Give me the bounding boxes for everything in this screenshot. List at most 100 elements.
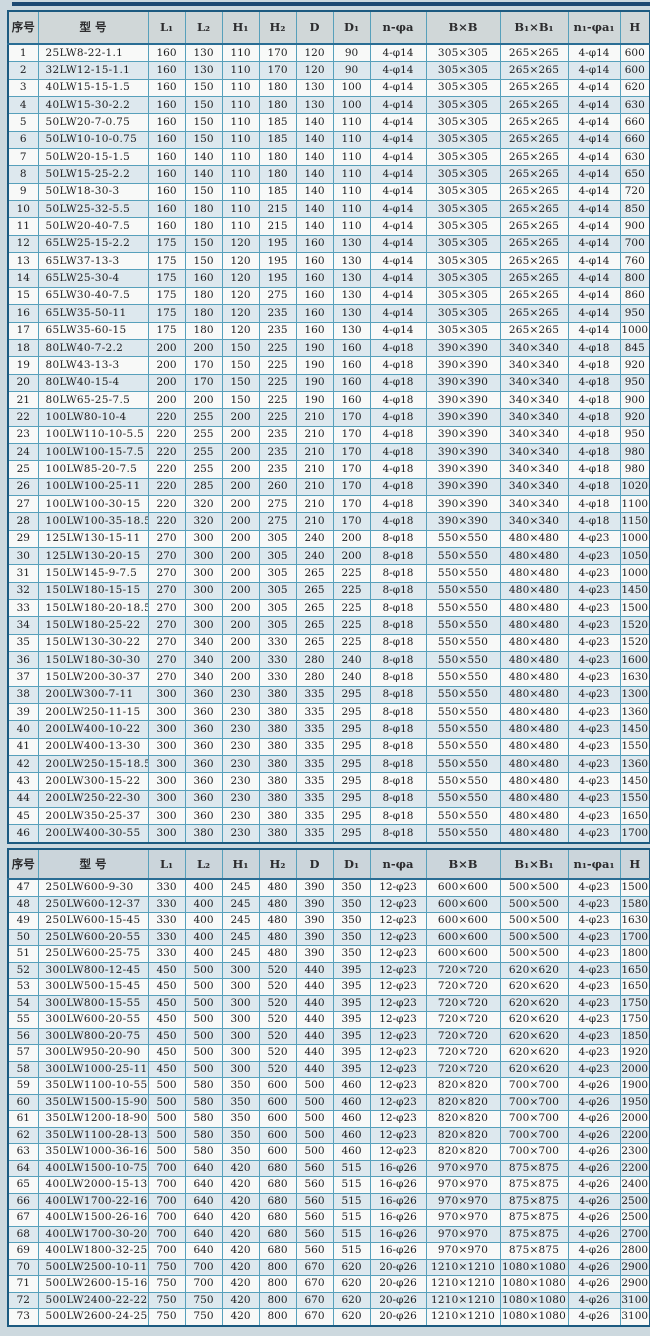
value-cell: 4-φ14 [369,234,427,254]
value-cell: 235 [258,442,297,462]
value-cell: 100 [332,96,371,115]
value-cell: 380 [184,824,223,844]
value-cell: 160 [332,356,371,375]
value-cell: 600 [258,1143,297,1161]
row-number-cell: 46 [7,824,39,844]
value-cell: 265×265 [499,130,569,150]
value-cell: 420 [221,1209,260,1227]
value-cell: 200 [221,564,260,583]
value-cell: 305 [258,546,297,566]
value-cell: 16-φ26 [369,1225,427,1243]
value-cell: 4-φ14 [369,182,427,202]
value-cell: 195 [258,252,297,271]
value-cell: 110 [221,43,260,63]
value-cell: 160 [184,269,223,288]
table-row: 50 250LW600-20-55 330 400 245 480 390 350 12-φ23… [7,928,650,946]
model-cell: 350LW1000-36-160 [37,1143,149,1161]
value-cell: 110 [332,113,371,132]
table-row: 9 50LW18-30-3 160 150 110 185 140 110 4-φ14 305×3… [7,182,650,202]
value-cell: 4-φ18 [369,477,427,496]
value-cell: 420 [221,1291,260,1309]
value-cell: 2700 [619,1225,650,1243]
value-cell: 225 [332,633,371,653]
value-cell: 1210×1210 [425,1275,501,1293]
value-cell: 190 [295,390,334,410]
value-cell: 335 [295,737,334,757]
value-cell: 390×390 [425,477,501,496]
table-row: 46 200LW400-30-55 300 380 230 380 335 295 8-φ18 5… [7,824,650,844]
value-cell: 620×620 [499,994,569,1012]
value-cell: 2500 [619,1192,650,1210]
value-cell: 220 [147,494,186,514]
row-number-cell: 49 [7,912,39,930]
value-cell: 265 [295,616,334,635]
row-number-cell: 3 [7,78,39,98]
value-cell: 160 [295,321,334,340]
value-cell: 225 [258,356,297,375]
value-cell: 1920 [619,1044,650,1062]
row-number-cell: 73 [7,1308,39,1326]
value-cell: 620 [332,1308,371,1326]
value-cell: 820×820 [425,1143,501,1161]
model-cell: 65LW35-60-15 [37,321,149,340]
value-cell: 110 [332,130,371,150]
value-cell: 150 [184,182,223,202]
model-cell: 100LW100-35-18.5 [37,512,149,531]
value-cell: 340×340 [499,425,569,444]
value-cell: 300 [147,720,186,739]
value-cell: 245 [221,895,260,913]
value-cell: 750 [147,1275,186,1293]
table-row: 3 40LW15-15-1.5 160 150 110 180 130 100 4-φ14 305… [7,78,650,98]
value-cell: 12-φ23 [369,1126,427,1144]
value-cell: 330 [258,633,297,653]
value-cell: 580 [184,1110,223,1128]
value-cell: 170 [332,408,371,427]
table-row: 67 400LW1500-26-160 700 640 420 680 560 515 16-φ… [7,1209,650,1227]
row-number-cell: 30 [7,546,39,566]
value-cell: 620 [332,1291,371,1309]
value-cell: 200 [332,546,371,566]
value-cell: 240 [332,668,371,687]
value-cell: 140 [295,165,334,184]
value-cell: 500 [147,1143,186,1161]
value-cell: 305×305 [425,217,501,236]
value-cell: 500 [147,1126,186,1144]
value-cell: 480×480 [499,789,569,809]
value-cell: 335 [295,720,334,739]
value-cell: 560 [295,1242,334,1260]
value-cell: 350 [332,878,371,897]
table-row: 44 200LW250-22-30 300 360 230 380 335 295 8-φ18 5… [7,789,650,809]
value-cell: 4-φ18 [567,356,621,375]
value-cell: 8-φ18 [369,685,427,705]
value-cell: 265 [295,598,334,618]
value-cell: 4-φ26 [567,1159,621,1177]
model-cell: 200LW400-13-30 [37,737,149,757]
value-cell: 300 [221,994,260,1012]
value-cell: 1630 [619,912,650,930]
value-cell: 580 [184,1093,223,1111]
value-cell: 1650 [619,961,650,979]
value-cell: 4-φ26 [567,1258,621,1276]
table-row: 71 500LW2600-15-160 750 700 420 800 670 620 20-φ… [7,1275,650,1293]
value-cell: 350 [332,945,371,963]
value-cell: 4-φ23 [567,598,621,618]
value-cell: 270 [147,633,186,653]
value-cell: 300 [221,1060,260,1078]
value-cell: 550×550 [425,668,501,687]
value-cell: 650 [619,165,650,184]
table-row: 13 65LW37-13-3 175 150 120 195 160 130 4-φ14 305×… [7,252,650,271]
value-cell: 270 [147,598,186,618]
value-cell: 4-φ14 [369,43,427,63]
value-cell: 160 [147,165,186,184]
value-cell: 820×820 [425,1077,501,1095]
model-cell: 100LW100-30-15 [37,494,149,514]
value-cell: 300 [184,564,223,583]
row-number-cell: 47 [7,878,39,897]
value-cell: 550×550 [425,598,501,618]
value-cell: 875×875 [499,1192,569,1210]
table-row: 4 40LW15-30-2.2 160 150 110 180 130 100 4-φ14 305… [7,96,650,115]
value-cell: 12-φ23 [369,1077,427,1095]
value-cell: 200 [221,546,260,566]
table-row: 8 50LW15-25-2.2 160 140 110 180 140 110 4-φ14 305… [7,165,650,184]
value-cell: 285 [184,477,223,496]
